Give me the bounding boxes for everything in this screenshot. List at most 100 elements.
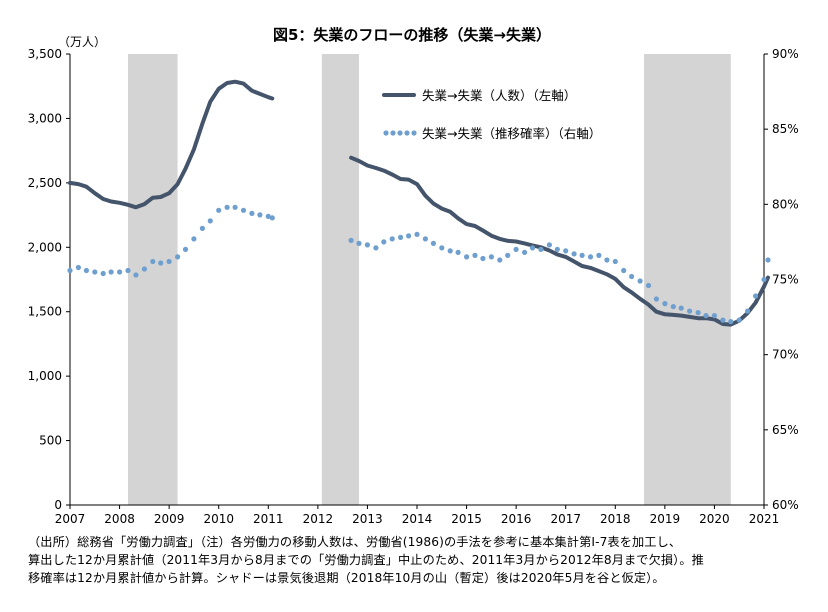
series-point-probability xyxy=(761,276,767,283)
series-point-probability xyxy=(447,248,453,254)
series-point-probability xyxy=(596,252,602,258)
series-point-probability xyxy=(720,317,726,323)
series-point-probability xyxy=(117,269,123,275)
y-right-tick-label: 70% xyxy=(772,348,799,362)
y-left-unit: （万人） xyxy=(58,35,106,49)
series-point-probability xyxy=(505,252,511,258)
series-point-probability xyxy=(422,236,428,242)
y-right-tick-label: 65% xyxy=(772,423,799,437)
series-point-probability xyxy=(736,317,742,323)
series-point-probability xyxy=(765,257,771,263)
series-point-probability xyxy=(538,246,544,252)
y-left-tick-label: 3,000 xyxy=(28,111,62,125)
series-point-probability xyxy=(522,249,528,255)
series-point-probability xyxy=(175,254,181,260)
series-point-probability xyxy=(587,254,594,260)
series-point-probability xyxy=(571,251,577,257)
series-point-probability xyxy=(125,267,131,274)
series-point-probability xyxy=(455,249,461,255)
series-point-probability xyxy=(224,204,230,210)
x-tick-label: 2010 xyxy=(203,512,234,526)
x-tick-label: 2018 xyxy=(600,512,631,526)
series-point-probability xyxy=(406,233,412,239)
series-point-probability xyxy=(265,213,271,219)
series-line-headcount xyxy=(349,155,770,327)
series-point-probability xyxy=(150,258,156,265)
series-point-probability xyxy=(753,293,759,299)
series-point-probability xyxy=(604,257,610,263)
x-tick-label: 2007 xyxy=(55,512,86,526)
series-point-probability xyxy=(480,255,486,262)
series-line-headcount xyxy=(68,79,275,210)
recession-shades xyxy=(127,54,731,505)
series-point-probability xyxy=(472,252,478,258)
y-right-tick-label: 75% xyxy=(772,273,799,287)
series-point-probability xyxy=(182,246,189,252)
series-point-probability xyxy=(166,258,172,265)
source-notes: （出所）総務省「労働力調査」（注）各労働力の移動人数は、労働省(1986)の手法… xyxy=(28,535,704,585)
series-point-probability xyxy=(191,236,197,242)
series-point-probability xyxy=(662,301,668,307)
series-point-probability xyxy=(373,245,379,251)
series-point-probability xyxy=(75,264,81,271)
series-point-probability xyxy=(695,310,701,316)
series-point-probability xyxy=(488,254,494,260)
recession-shade xyxy=(644,54,731,505)
series-point-probability xyxy=(232,204,238,210)
x-tick-label: 2012 xyxy=(303,512,334,526)
series-point-probability xyxy=(356,240,362,246)
series-point-probability xyxy=(257,212,263,218)
x-tick-label: 2015 xyxy=(451,512,482,526)
series-point-probability xyxy=(240,207,247,213)
x-tick-label: 2016 xyxy=(501,512,532,526)
series-point-probability xyxy=(439,245,445,251)
series-point-probability xyxy=(249,210,255,216)
recession-shade xyxy=(321,54,360,505)
x-tick-label: 2019 xyxy=(650,512,681,526)
legend: 失業→失業（人数）（左軸） 失業→失業（推移確率）（右軸） xyxy=(382,88,601,141)
y-right-tick-label: 80% xyxy=(772,197,799,211)
series-point-probability xyxy=(199,225,205,231)
series-point-probability xyxy=(67,267,73,274)
series-point-probability xyxy=(670,304,676,310)
series-point-probability xyxy=(133,272,139,278)
series-point-probability xyxy=(389,236,395,242)
series-point-probability xyxy=(621,267,627,274)
chart-title: 図5：失業のフローの推移（失業→失業） xyxy=(273,26,551,44)
y-left-tick-label: 2,000 xyxy=(28,240,62,254)
legend-swatch-dot xyxy=(390,130,396,136)
series-point-probability xyxy=(678,305,684,311)
chart: 0 500 1,000 1,500 2,000 2,500 3,000 3,500 60% 65%… xyxy=(28,26,799,526)
series-point-probability xyxy=(414,231,420,237)
series-point-probability xyxy=(645,282,652,289)
series-point-probability xyxy=(546,242,553,248)
series-point-probability xyxy=(563,248,569,254)
series-point-probability xyxy=(92,269,98,275)
series-point-probability xyxy=(141,266,147,272)
series-point-probability xyxy=(216,207,222,213)
plot-area xyxy=(67,79,771,327)
series-point-probability xyxy=(653,296,660,302)
series-point-probability xyxy=(529,245,536,251)
recession-shade xyxy=(127,54,178,505)
series-point-probability xyxy=(687,308,693,314)
legend-label-headcount: 失業→失業（人数）（左軸） xyxy=(422,88,576,103)
series-point-probability xyxy=(728,319,734,325)
series-point-probability xyxy=(108,269,114,275)
x-tick-label: 2021 xyxy=(749,512,780,526)
y-left-tick-label: 2,500 xyxy=(28,176,62,190)
series-point-probability xyxy=(703,313,709,319)
series-point-probability xyxy=(464,254,470,260)
x-tick-label: 2014 xyxy=(402,512,433,526)
series-point-probability xyxy=(612,258,618,265)
series-point-probability xyxy=(364,242,370,248)
legend-swatch-dot xyxy=(383,130,389,136)
y-left-tick-label: 1,000 xyxy=(28,369,62,383)
x-tick-label: 2009 xyxy=(154,512,185,526)
y-right-tick-label: 60% xyxy=(772,498,799,512)
x-tick-label: 2013 xyxy=(352,512,383,526)
series-point-probability xyxy=(207,218,213,224)
series-point-probability xyxy=(637,278,643,284)
y-left-tick-label: 1,500 xyxy=(28,305,62,319)
series-point-probability xyxy=(629,273,635,280)
